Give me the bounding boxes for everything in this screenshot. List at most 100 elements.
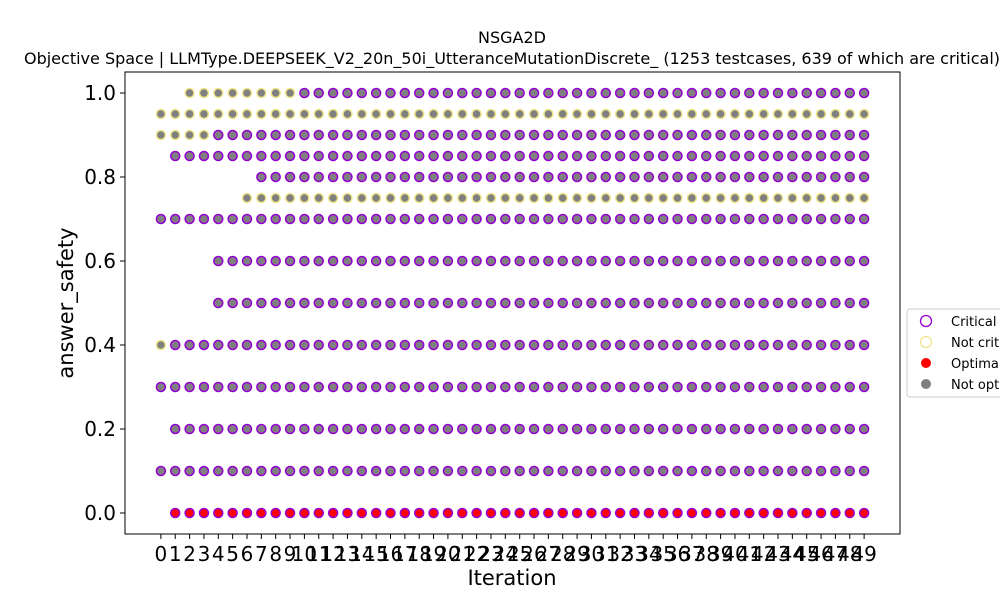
- data-point: [428, 87, 439, 99]
- data-point: [772, 297, 784, 309]
- data-point: [858, 381, 870, 393]
- data-point: [313, 129, 324, 141]
- data-point: [284, 381, 296, 393]
- legend: Critical Not critical Optimal Not optima…: [906, 308, 1000, 398]
- data-point: [514, 339, 525, 351]
- x-tick-label: 26: [521, 542, 546, 566]
- data-point: [586, 465, 597, 477]
- data-point: [500, 108, 511, 120]
- data-point: [198, 465, 210, 477]
- data-point: [830, 423, 841, 435]
- data-point: [571, 129, 583, 141]
- x-tick-label: 48: [837, 542, 862, 566]
- data-point: [313, 255, 324, 267]
- data-point: [801, 129, 812, 141]
- data-point: [600, 339, 612, 351]
- data-point: [571, 255, 583, 267]
- data-point: [844, 171, 856, 183]
- data-point: [787, 129, 798, 141]
- data-point: [571, 297, 583, 309]
- data-point: [514, 507, 525, 519]
- data-point: [256, 213, 267, 225]
- x-tick-label: 7: [255, 542, 268, 566]
- data-point: [528, 171, 540, 183]
- x-tick-label: 1: [169, 542, 182, 566]
- data-point: [571, 87, 583, 99]
- data-point: [471, 213, 482, 225]
- data-point: [744, 87, 755, 99]
- data-point: [801, 87, 812, 99]
- data-point: [528, 192, 540, 204]
- data-point: [657, 192, 669, 204]
- data-point: [672, 465, 683, 477]
- data-point: [801, 192, 812, 204]
- data-point: [299, 150, 310, 162]
- data-point: [543, 129, 554, 141]
- data-point: [213, 507, 224, 519]
- data-point: [528, 339, 540, 351]
- data-point: [256, 108, 267, 120]
- data-point: [758, 465, 769, 477]
- x-tick-label: 16: [378, 542, 403, 566]
- data-point: [629, 297, 640, 309]
- data-point: [643, 507, 655, 519]
- data-point: [327, 150, 339, 162]
- x-tick-label: 15: [363, 542, 388, 566]
- data-point: [657, 465, 669, 477]
- legend-marker-critical: [919, 314, 933, 328]
- data-point: [672, 507, 683, 519]
- data-point: [442, 192, 454, 204]
- data-point: [600, 108, 612, 120]
- data-point: [284, 507, 296, 519]
- data-point: [715, 339, 726, 351]
- data-point: [299, 192, 310, 204]
- data-point: [457, 507, 468, 519]
- x-tick-label: 28: [550, 542, 575, 566]
- data-point: [600, 297, 612, 309]
- data-point: [284, 150, 296, 162]
- data-point: [815, 297, 827, 309]
- data-point: [270, 297, 281, 309]
- data-point: [815, 129, 827, 141]
- data-point: [514, 255, 525, 267]
- data-point: [370, 171, 382, 183]
- data-point: [442, 150, 454, 162]
- data-point: [327, 171, 339, 183]
- data-point: [299, 108, 310, 120]
- data-point: [385, 507, 396, 519]
- data-point: [571, 108, 583, 120]
- data-point: [858, 192, 870, 204]
- data-point: [758, 108, 769, 120]
- x-tick-label: 49: [851, 542, 876, 566]
- data-point: [586, 171, 597, 183]
- data-point: [428, 381, 439, 393]
- data-point: [514, 465, 525, 477]
- data-point: [241, 192, 253, 204]
- data-point: [284, 297, 296, 309]
- data-point: [428, 129, 439, 141]
- data-point: [327, 87, 339, 99]
- data-point: [241, 255, 253, 267]
- data-point: [614, 129, 626, 141]
- x-tick-label: 23: [478, 542, 503, 566]
- data-point: [801, 423, 812, 435]
- data-point: [413, 192, 425, 204]
- data-point: [313, 381, 324, 393]
- data-point: [256, 192, 267, 204]
- data-point: [787, 171, 798, 183]
- data-point: [457, 339, 468, 351]
- data-point: [299, 339, 310, 351]
- data-point: [858, 171, 870, 183]
- data-point: [657, 297, 669, 309]
- data-point: [471, 192, 482, 204]
- data-point: [169, 423, 181, 435]
- data-point: [571, 171, 583, 183]
- data-point: [184, 465, 195, 477]
- data-point: [557, 87, 568, 99]
- data-point: [672, 108, 683, 120]
- data-point: [270, 192, 281, 204]
- data-point: [370, 423, 382, 435]
- data-point: [241, 381, 253, 393]
- data-point: [442, 255, 454, 267]
